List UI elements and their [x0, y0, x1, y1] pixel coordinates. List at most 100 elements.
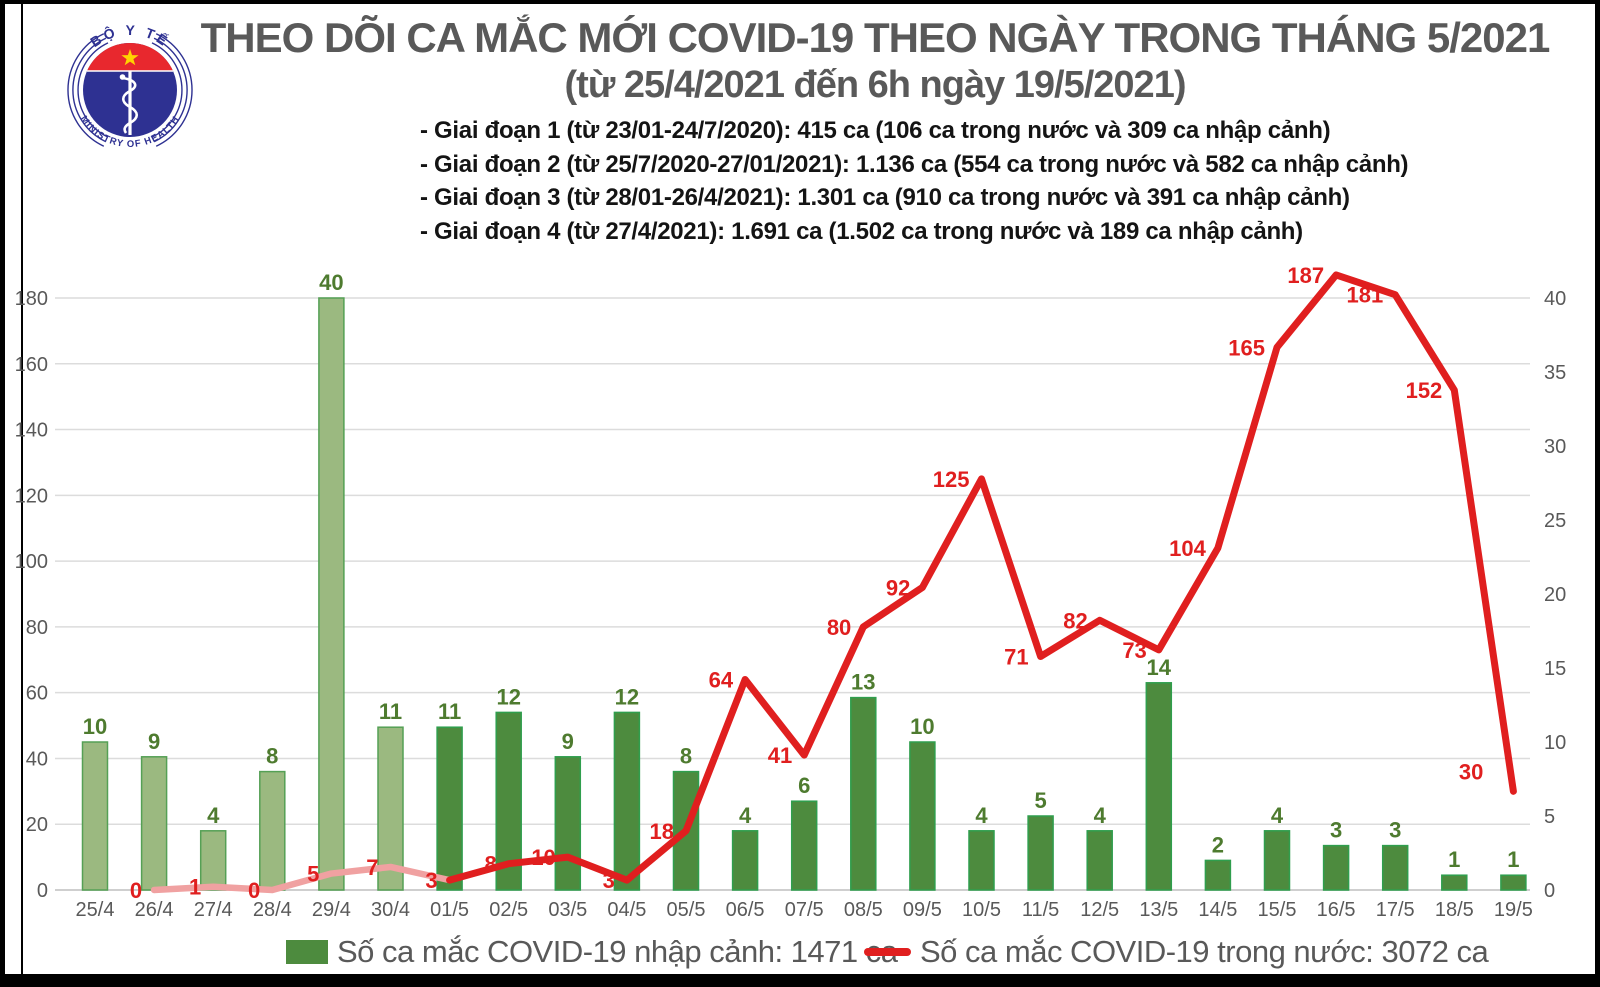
- left-axis-label: 20: [26, 814, 48, 836]
- left-axis-label: 160: [15, 354, 48, 376]
- bar: [318, 297, 345, 891]
- line-label: 73: [1122, 638, 1146, 663]
- bar-label: 40: [319, 270, 343, 295]
- line-label: 5: [307, 862, 319, 887]
- bar-label: 9: [148, 729, 160, 754]
- phase-line-2: - Giai đoạn 2 (từ 25/7/2020-27/01/2021):…: [420, 150, 1409, 178]
- legend-line-swatch: [864, 948, 911, 956]
- left-axis-label: 80: [26, 617, 48, 639]
- bar-label: 4: [975, 803, 988, 828]
- x-axis: 25/4 26/4 27/4 28/4 29/4 30/4 01/5 02/5 03/5 04/5…: [76, 899, 1533, 921]
- x-axis-label: 18/5: [1435, 899, 1474, 921]
- bar-label: 3: [1389, 818, 1401, 843]
- line-label: 187: [1287, 263, 1324, 288]
- frame-right-edge: [1595, 0, 1600, 987]
- bar: [1322, 844, 1350, 891]
- bar: [1263, 830, 1291, 891]
- bar: [259, 770, 286, 891]
- phase-summary-list: - Giai đoạn 1 (từ 23/01-24/7/2020): 415 …: [420, 114, 1409, 248]
- left-axis: 0 20 40 60 80 100 120 140 160 180: [15, 288, 48, 902]
- bar: [1086, 830, 1113, 891]
- line-label: 30: [1459, 759, 1483, 784]
- bar-label: 1: [1448, 847, 1460, 872]
- bar: [968, 830, 995, 891]
- left-axis-label: 0: [37, 880, 48, 902]
- x-axis-label: 11/5: [1022, 899, 1059, 921]
- bar-label: 3: [1330, 818, 1342, 843]
- right-axis-label: 40: [1544, 288, 1566, 310]
- x-axis-label: 29/4: [312, 899, 351, 921]
- bar: [140, 756, 168, 891]
- x-axis-label: 28/4: [253, 899, 292, 921]
- bar: [1027, 815, 1054, 891]
- line-series-may: [446, 271, 1517, 884]
- bar: [436, 726, 463, 891]
- x-axis-label: 09/5: [903, 899, 942, 921]
- line-label: 71: [1004, 644, 1028, 669]
- bar: [1145, 682, 1173, 891]
- logo-side-arcs: [67, 33, 193, 147]
- bar: [554, 756, 582, 891]
- bar: [1381, 844, 1409, 891]
- right-axis-label: 30: [1544, 436, 1566, 458]
- x-axis-label: 19/5: [1494, 899, 1533, 921]
- right-axis-label: 5: [1544, 806, 1555, 828]
- x-axis-label: 16/5: [1317, 899, 1356, 921]
- frame-top-edge: [0, 0, 1600, 4]
- x-axis-label: 30/4: [371, 899, 410, 921]
- x-axis-label: 03/5: [548, 899, 587, 921]
- line-label: 1: [189, 875, 201, 900]
- legend-domestic: Số ca mắc COVID-19 trong nước: 3072 ca: [864, 934, 1489, 970]
- left-axis-label: 120: [15, 485, 48, 507]
- bar-label: 8: [680, 744, 692, 769]
- legend-imported: Số ca mắc COVID-19 nhập cảnh: 1471 ca: [286, 934, 898, 970]
- bar: [1204, 859, 1232, 891]
- bar-label: 11: [438, 699, 461, 724]
- bar: [731, 830, 759, 891]
- bar-label: 10: [910, 714, 934, 739]
- line-label: 18: [650, 819, 674, 844]
- x-axis-label: 04/5: [607, 899, 646, 921]
- bar: [199, 830, 227, 891]
- x-axis-label: 05/5: [667, 899, 706, 921]
- left-axis-label: 100: [15, 551, 48, 573]
- slide-border-line: [21, 4, 23, 974]
- frame-bottom-bar: [0, 974, 1600, 987]
- left-axis-label: 40: [26, 748, 48, 770]
- line-label: 41: [768, 743, 792, 768]
- line-label: 92: [886, 575, 910, 600]
- bar-label: 4: [1271, 803, 1284, 828]
- x-axis-label: 26/4: [135, 899, 174, 921]
- right-axis-label: 10: [1544, 732, 1566, 754]
- bar-label: 1: [1507, 847, 1519, 872]
- bar-label: 5: [1034, 788, 1046, 813]
- bar-label: 12: [496, 684, 520, 709]
- bar-label: 10: [83, 714, 107, 739]
- line-label: 64: [709, 668, 734, 693]
- x-axis-label: 02/5: [489, 899, 528, 921]
- line-label: 10: [531, 845, 555, 870]
- right-axis-label: 0: [1544, 880, 1555, 902]
- line-label: 3: [603, 868, 615, 893]
- bar-label: 11: [379, 699, 402, 724]
- bar: [790, 800, 818, 891]
- star-icon: [121, 49, 139, 66]
- line-label: 181: [1346, 283, 1383, 308]
- x-axis-label: 08/5: [844, 899, 883, 921]
- bar-series: [81, 297, 1527, 891]
- x-axis-label: 06/5: [726, 899, 765, 921]
- bar-label: 12: [615, 684, 639, 709]
- asclepius-staff-icon: [119, 71, 139, 135]
- phase-line-1: - Giai đoạn 1 (từ 23/01-24/7/2020): 415 …: [420, 117, 1331, 144]
- right-axis-label: 35: [1544, 362, 1566, 384]
- right-axis-label: 15: [1544, 658, 1566, 680]
- bar-label: 4: [739, 803, 752, 828]
- bar-label: 9: [562, 729, 574, 754]
- legend-imported-label: Số ca mắc COVID-19 nhập cảnh: 1471 ca: [337, 934, 898, 969]
- x-axis-label: 10/5: [962, 899, 1001, 921]
- bar-label: 13: [851, 670, 875, 695]
- line-label: 0: [130, 878, 142, 903]
